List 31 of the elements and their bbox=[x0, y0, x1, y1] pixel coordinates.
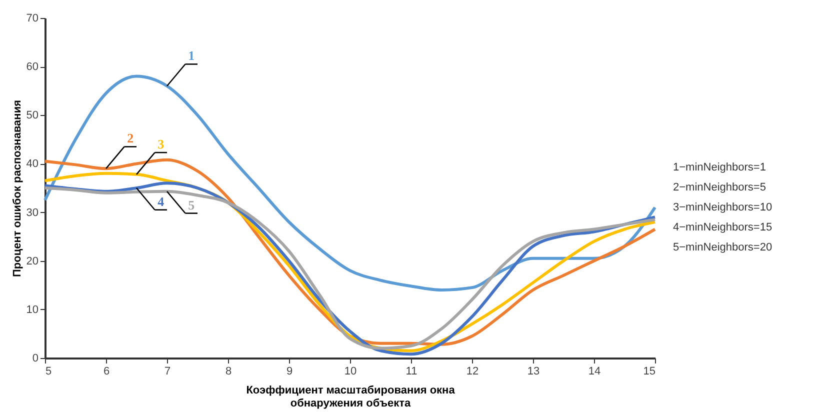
y-axis-title: Процент ошибок распознавания bbox=[11, 100, 24, 277]
x-tick-label: 9 bbox=[286, 366, 293, 378]
x-tick-label: 5 bbox=[46, 366, 52, 378]
text: 3 bbox=[158, 136, 165, 152]
y-tick-label: 40 bbox=[26, 158, 38, 170]
x-tick-label: 12 bbox=[466, 366, 479, 378]
text: 1 bbox=[188, 48, 195, 64]
y-tick-label: 0 bbox=[32, 352, 38, 364]
y-tick-label: 20 bbox=[26, 255, 38, 268]
y-tick-label: 30 bbox=[26, 206, 38, 219]
series-label: 5 bbox=[188, 197, 196, 212]
series-label: 2 bbox=[127, 130, 134, 146]
y-tick-label: 70 bbox=[26, 12, 38, 24]
x-tick-label: 6 bbox=[103, 366, 110, 378]
x-tick-label: 14 bbox=[588, 366, 601, 378]
x-tick-label: 11 bbox=[406, 366, 418, 378]
x-tick-label: 8 bbox=[225, 366, 232, 378]
y-tick-label: 50 bbox=[26, 110, 38, 122]
text: 2−minNeighbors=5 bbox=[673, 182, 766, 194]
y-tick-label: 60 bbox=[26, 61, 38, 74]
x-tick-label: 15 bbox=[643, 366, 656, 378]
text: 1−minNeighbors=1 bbox=[673, 162, 766, 174]
text: 4−minNeighbors=15 bbox=[673, 222, 772, 234]
text: 3−minNeighbors=10 bbox=[673, 202, 772, 214]
x-axis-title: Коэффициент масштабирования окна обнаружения объекта bbox=[246, 384, 456, 410]
x-tick-label: 7 bbox=[164, 366, 171, 378]
x-tick-label: 10 bbox=[344, 366, 357, 378]
x-tick-label: 13 bbox=[527, 366, 540, 378]
series-label: 4 bbox=[158, 194, 165, 209]
y-tick-label: 10 bbox=[26, 304, 38, 316]
text: 5−minNeighbors=20 bbox=[673, 242, 772, 254]
